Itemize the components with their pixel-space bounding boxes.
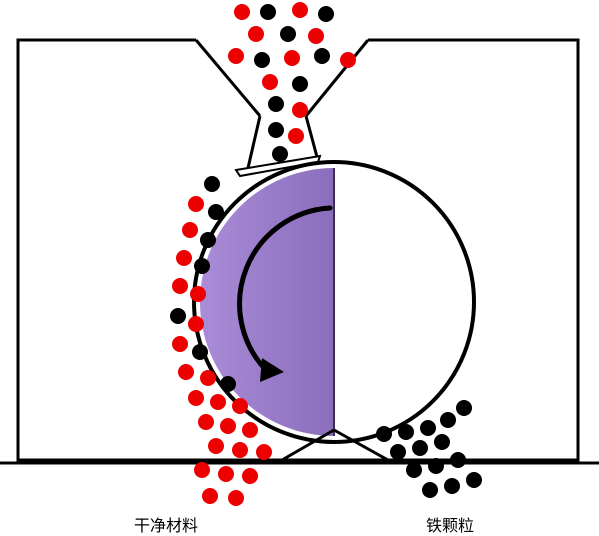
clean-particle xyxy=(232,442,248,458)
clean-particle xyxy=(242,468,258,484)
feed-particle xyxy=(314,48,330,64)
clean-particle xyxy=(228,490,244,506)
feed-particle xyxy=(308,28,324,44)
clean-particle xyxy=(200,370,216,386)
feed-particle xyxy=(248,26,264,42)
iron-particle xyxy=(444,478,460,494)
feed-particle xyxy=(292,102,308,118)
clean-particle xyxy=(232,398,248,414)
feed-particle xyxy=(254,52,270,68)
magnetic-separator-diagram xyxy=(0,0,599,532)
feed-particle xyxy=(284,50,300,66)
clean-particle xyxy=(200,232,216,248)
feed-particle xyxy=(288,128,304,144)
clean-particle xyxy=(188,316,204,332)
clean-particle xyxy=(172,336,188,352)
clean-particle xyxy=(198,414,214,430)
clean-particle xyxy=(256,444,272,460)
feed-particle xyxy=(228,48,244,64)
feed-particle xyxy=(268,122,284,138)
clean-particle xyxy=(210,394,226,410)
iron-particle xyxy=(422,482,438,498)
clean-particle xyxy=(176,250,192,266)
feed-particle xyxy=(280,26,296,42)
label-iron-particles: 铁颗粒 xyxy=(426,512,474,536)
clean-particle xyxy=(178,364,194,380)
clean-particle xyxy=(208,204,224,220)
clean-particle xyxy=(208,438,224,454)
clean-particle xyxy=(188,390,204,406)
feed-particle xyxy=(262,74,278,90)
iron-particle xyxy=(434,434,450,450)
clean-particle xyxy=(182,222,198,238)
clean-particle xyxy=(242,422,258,438)
iron-particle xyxy=(450,452,466,468)
clean-particle xyxy=(190,286,206,302)
clean-particle xyxy=(218,466,234,482)
clean-particle xyxy=(220,376,236,392)
clean-particle xyxy=(220,418,236,434)
clean-particle xyxy=(172,278,188,294)
clean-particle xyxy=(204,176,220,192)
clean-particle xyxy=(202,488,218,504)
iron-particle xyxy=(428,458,444,474)
clean-particle xyxy=(194,462,210,478)
feed-particle xyxy=(234,4,250,20)
iron-particle xyxy=(398,424,414,440)
feed-particle xyxy=(272,146,288,162)
feed-particle xyxy=(260,4,276,20)
iron-particle xyxy=(420,420,436,436)
feed-particle xyxy=(340,52,356,68)
feed-particle xyxy=(292,2,308,18)
clean-particle xyxy=(192,344,208,360)
feed-particle xyxy=(318,6,334,22)
clean-particle xyxy=(194,258,210,274)
clean-particle xyxy=(170,308,186,324)
iron-particle xyxy=(456,400,472,416)
iron-particle xyxy=(406,462,422,478)
feed-particle xyxy=(268,96,284,112)
iron-particle xyxy=(466,472,482,488)
iron-particle xyxy=(376,426,392,442)
clean-particle xyxy=(188,196,204,212)
feed-particle xyxy=(292,76,308,92)
label-clean-material: 干净材料 xyxy=(134,512,198,536)
iron-particle xyxy=(412,440,428,456)
iron-particle xyxy=(440,412,456,428)
iron-particle xyxy=(390,444,406,460)
